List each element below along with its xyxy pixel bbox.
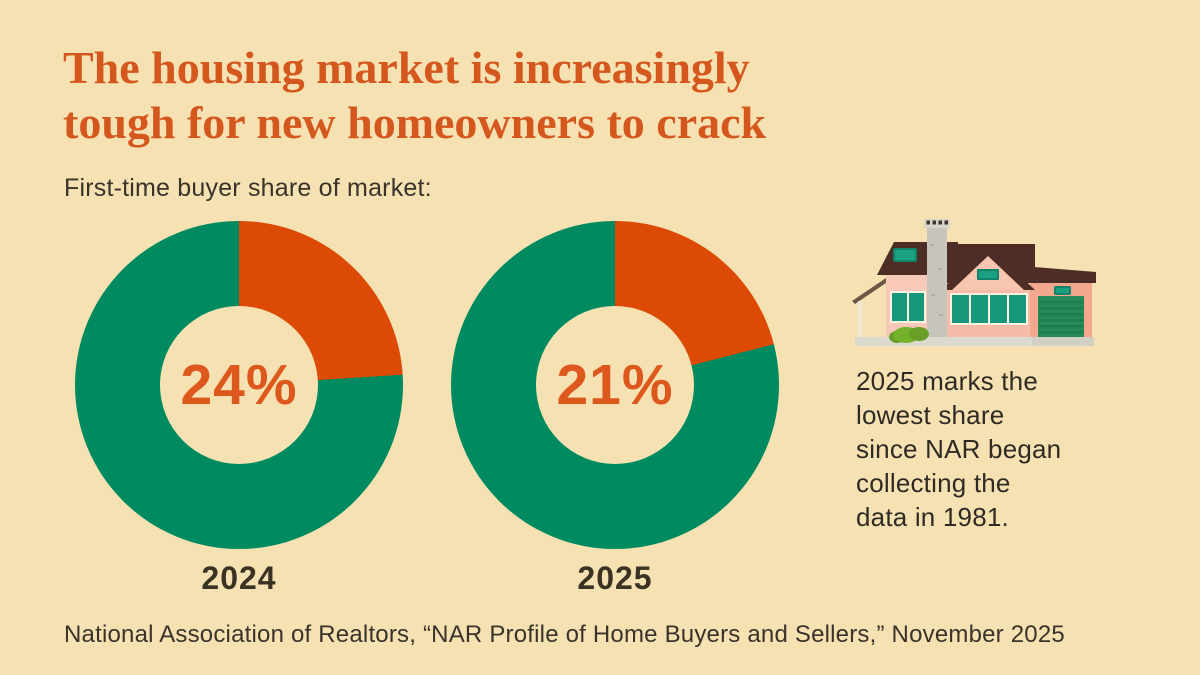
title-line-1: The housing market is increasingly xyxy=(63,42,750,93)
donut-chart-2025: 21% xyxy=(451,221,779,549)
donut-hole-2025 xyxy=(536,306,694,464)
year-label-2024: 2024 xyxy=(201,560,277,596)
donut-center-label-2024: 24% xyxy=(180,353,298,417)
year-label-2025: 2025 xyxy=(577,560,653,596)
donut-hole-2024 xyxy=(160,306,318,464)
porch-roof xyxy=(852,278,886,304)
chimney xyxy=(927,222,947,337)
annotation-line-5: data in 1981. xyxy=(856,502,1009,532)
foundation xyxy=(855,337,1032,346)
source-line: National Association of Realtors, “NAR P… xyxy=(64,621,1065,648)
donut-center-label-2025: 21% xyxy=(556,353,674,417)
house-illustration xyxy=(852,219,1096,346)
porch-pillar xyxy=(858,301,862,337)
chimney-cap xyxy=(924,219,950,228)
page-title: The housing market is increasingly tough… xyxy=(63,40,963,150)
annotation-text: 2025 marks the lowest share since NAR be… xyxy=(856,364,1146,534)
donut-chart-2024: 24% xyxy=(75,221,403,549)
garage-roof xyxy=(1026,267,1096,283)
annotation-line-4: collecting the xyxy=(856,468,1011,498)
house-icon xyxy=(852,219,1096,346)
annotation-line-3: since NAR began xyxy=(856,434,1062,464)
title-line-2: tough for new homeowners to crack xyxy=(63,97,767,148)
annotation-line-2: lowest share xyxy=(856,400,1005,430)
chart-subtitle: First-time buyer share of market: xyxy=(64,174,432,202)
garage-foundation xyxy=(1032,337,1094,346)
annotation-line-1: 2025 marks the xyxy=(856,366,1039,396)
